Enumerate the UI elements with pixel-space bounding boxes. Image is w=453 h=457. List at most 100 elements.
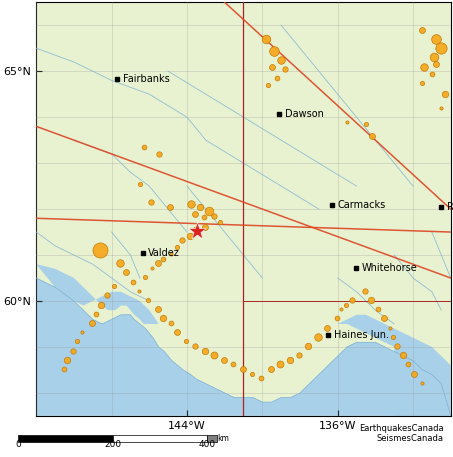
Point xyxy=(103,292,111,299)
Point xyxy=(438,104,445,112)
Text: km: km xyxy=(217,434,230,443)
Point xyxy=(92,310,99,318)
Text: Carmacks: Carmacks xyxy=(337,201,386,210)
Point xyxy=(154,306,161,313)
Point xyxy=(201,347,208,354)
Point xyxy=(187,201,194,208)
Point xyxy=(220,356,227,363)
Point xyxy=(130,278,137,285)
Point xyxy=(337,306,344,313)
Point xyxy=(178,237,186,244)
Point xyxy=(286,356,293,363)
Text: Dawson: Dawson xyxy=(285,109,324,119)
Text: EarthquakesCanada
SeismesCanada: EarthquakesCanada SeismesCanada xyxy=(359,424,444,443)
Point xyxy=(145,297,152,304)
Point xyxy=(160,255,167,262)
Point xyxy=(116,260,124,267)
Point xyxy=(268,63,275,70)
Point xyxy=(270,47,277,54)
Point xyxy=(375,306,382,313)
Point xyxy=(348,297,356,304)
Text: 0: 0 xyxy=(15,440,21,449)
Point xyxy=(148,198,155,206)
Point xyxy=(122,269,130,276)
Point xyxy=(193,226,200,234)
Point xyxy=(183,338,190,345)
Point xyxy=(96,246,104,253)
Text: Whitehorse: Whitehorse xyxy=(361,263,417,273)
Point xyxy=(149,264,156,271)
Point xyxy=(380,315,387,322)
Point xyxy=(173,329,180,336)
Point xyxy=(140,143,147,151)
Point xyxy=(200,214,207,221)
Point xyxy=(69,347,77,354)
Point xyxy=(239,365,246,372)
Point xyxy=(324,324,331,331)
Point xyxy=(160,315,167,322)
Point xyxy=(430,54,438,61)
Text: Fairbanks: Fairbanks xyxy=(123,74,170,84)
Text: Haines Jun.: Haines Jun. xyxy=(334,330,389,340)
Point xyxy=(277,361,284,368)
Point xyxy=(410,370,418,377)
Point xyxy=(111,282,118,290)
Point xyxy=(418,379,425,387)
Point xyxy=(419,26,426,33)
Point xyxy=(399,351,406,359)
Point xyxy=(361,287,369,294)
Point xyxy=(342,301,350,308)
Point xyxy=(267,365,275,372)
Point xyxy=(438,45,445,52)
Point xyxy=(432,61,439,68)
Point xyxy=(135,287,143,294)
Point xyxy=(367,297,374,304)
Point xyxy=(390,333,397,340)
Point xyxy=(79,329,86,336)
Text: Ross R: Ross R xyxy=(447,202,453,212)
Point xyxy=(230,361,237,368)
Point xyxy=(155,150,162,158)
Point xyxy=(64,356,71,363)
Point xyxy=(393,342,400,350)
Point xyxy=(201,223,208,230)
Point xyxy=(258,375,265,382)
Point xyxy=(265,81,272,89)
Point xyxy=(197,203,204,210)
Point xyxy=(442,90,449,98)
Point xyxy=(305,342,312,350)
Point xyxy=(205,208,212,215)
Point xyxy=(88,319,96,327)
Point xyxy=(166,203,173,210)
Point xyxy=(421,63,428,70)
Text: Valdez: Valdez xyxy=(148,248,180,258)
Point xyxy=(333,315,340,322)
Text: 400: 400 xyxy=(198,440,216,449)
Point xyxy=(278,56,285,64)
Point xyxy=(343,118,351,125)
Polygon shape xyxy=(36,278,451,416)
Point xyxy=(194,228,201,235)
Point xyxy=(167,250,174,258)
Point xyxy=(211,351,218,359)
Polygon shape xyxy=(36,264,159,324)
Point xyxy=(73,338,80,345)
Point xyxy=(217,218,224,226)
Point xyxy=(192,210,199,218)
Bar xyxy=(113,435,207,442)
Bar xyxy=(207,435,217,442)
Bar xyxy=(18,435,113,442)
Point xyxy=(419,79,426,86)
Point xyxy=(186,232,193,239)
Polygon shape xyxy=(337,315,451,416)
Point xyxy=(136,180,144,187)
Point xyxy=(405,361,412,368)
Point xyxy=(368,132,375,139)
Point xyxy=(97,301,105,308)
Point xyxy=(167,319,174,327)
Point xyxy=(428,70,435,77)
Point xyxy=(60,365,67,372)
Point xyxy=(362,120,370,128)
Point xyxy=(314,333,322,340)
Point xyxy=(386,324,393,331)
